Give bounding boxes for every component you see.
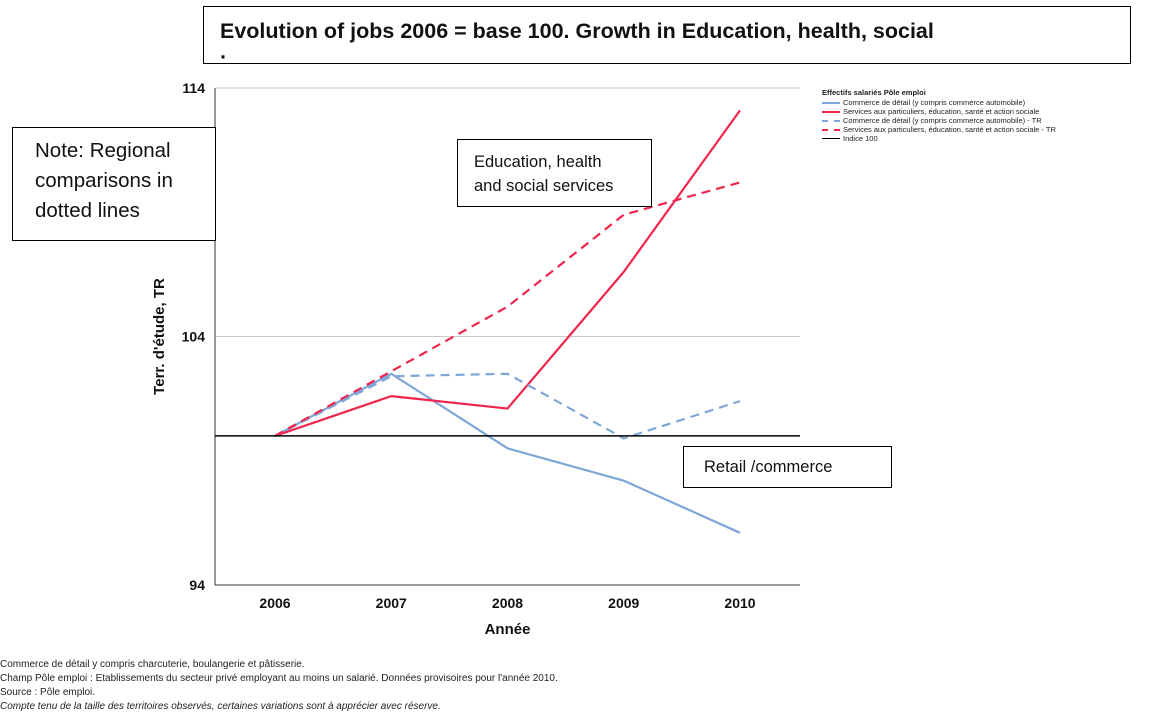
footnotes: Commerce de détail y compris charcuterie… <box>0 658 558 714</box>
series-line <box>274 372 741 440</box>
x-tick-label: 2007 <box>376 595 407 611</box>
chart-title-continuation: · <box>220 45 228 64</box>
legend-label: Services aux particuliers, éducation, sa… <box>843 107 1040 116</box>
series-line <box>274 372 741 534</box>
x-axis-label: Année <box>485 621 531 638</box>
footnote: Compte tenu de la taille des territoires… <box>0 701 441 712</box>
note-line: dotted lines <box>35 199 140 222</box>
legend-item: Commerce de détail (y compris commerce a… <box>822 116 1056 125</box>
education-annotation-line: Education, health <box>474 153 602 171</box>
x-tick-label: 2010 <box>724 595 755 611</box>
retail-annotation-box: Retail /commerce <box>683 446 892 488</box>
retail-annotation-text: Retail /commerce <box>704 458 833 476</box>
note-annotation-box: Note: Regional comparisons in dotted lin… <box>12 127 216 241</box>
legend-label: Commerce de détail (y compris commerce a… <box>843 116 1042 125</box>
series-line <box>274 109 741 437</box>
chart-title: Evolution of jobs 2006 = base 100. Growt… <box>220 19 934 43</box>
legend-label: Commerce de détail (y compris commerce a… <box>843 98 1026 107</box>
y-axis-label: Terr. d'étude, TR <box>151 278 168 395</box>
y-tick-label: 104 <box>182 329 206 345</box>
legend-item: Indice 100 <box>822 134 1056 143</box>
legend-swatch <box>822 138 840 139</box>
education-annotation-box: Education, health and social services <box>457 139 652 207</box>
legend-label: Indice 100 <box>843 134 878 143</box>
legend-swatch <box>822 110 840 113</box>
x-tick-label: 2006 <box>259 595 290 611</box>
legend-label: Services aux particuliers, éducation, sa… <box>843 125 1056 134</box>
x-tick-label: 2009 <box>608 595 639 611</box>
note-line: comparisons in <box>35 169 173 192</box>
legend-title: Effectifs salariés Pôle emploi <box>822 88 926 97</box>
legend: Effectifs salariés Pôle emploi Commerce … <box>822 88 1056 143</box>
education-annotation-line: and social services <box>474 177 614 195</box>
legend-swatch <box>822 119 840 122</box>
legend-item: Commerce de détail (y compris commerce a… <box>822 98 1056 107</box>
legend-swatch <box>822 101 840 104</box>
series-line <box>274 181 741 437</box>
y-tick-label: 114 <box>182 80 205 96</box>
chart-title-box: Evolution of jobs 2006 = base 100. Growt… <box>203 6 1131 64</box>
x-tick-label: 2008 <box>492 595 523 611</box>
footnote: Champ Pôle emploi : Etablissements du se… <box>0 673 558 684</box>
legend-swatch <box>822 128 840 131</box>
legend-item: Services aux particuliers, éducation, sa… <box>822 107 1056 116</box>
legend-item: Services aux particuliers, éducation, sa… <box>822 125 1056 134</box>
note-line: Note: Regional <box>35 139 171 162</box>
y-tick-label: 94 <box>189 577 205 593</box>
footnote: Commerce de détail y compris charcuterie… <box>0 659 305 670</box>
footnote: Source : Pôle emploi. <box>0 687 96 698</box>
